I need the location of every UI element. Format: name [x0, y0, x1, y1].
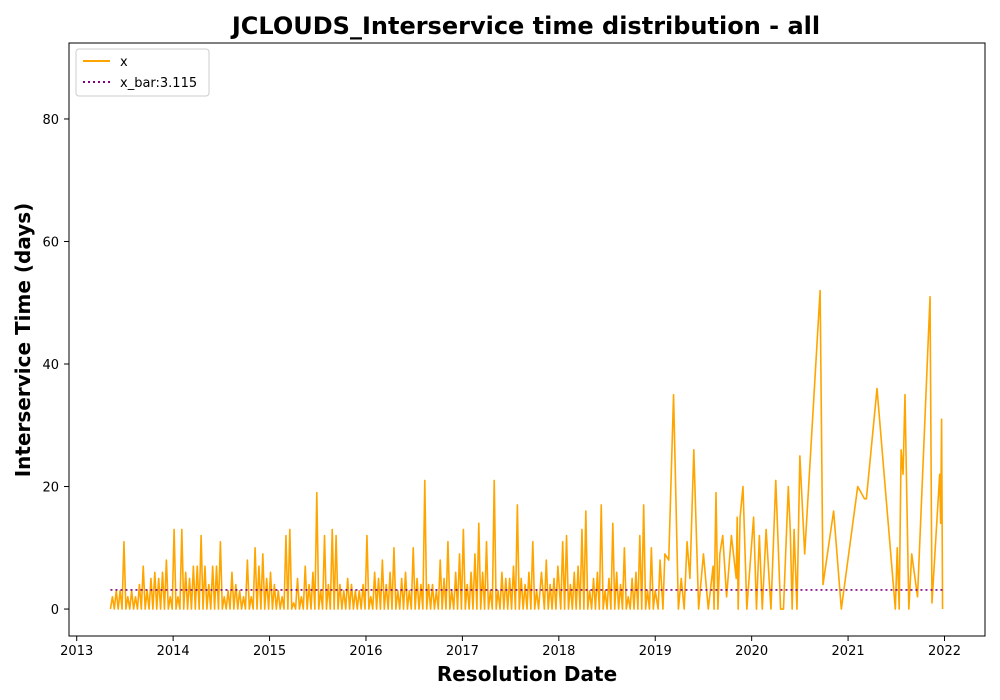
x-tick-label: 2014: [157, 644, 190, 659]
legend-label-x-bar: x_bar:3.115: [120, 76, 197, 91]
plot-area: [68, 42, 986, 637]
x-tick-label: 2016: [349, 644, 382, 659]
legend-label-x: x: [120, 55, 128, 70]
x-tick-label: 2013: [60, 644, 93, 659]
x-tick-label: 2015: [253, 644, 286, 659]
x-axis-label: Resolution Date: [437, 662, 617, 686]
plot-frame: [68, 42, 986, 637]
x-tick-label: 2018: [542, 644, 575, 659]
y-tick-label: 60: [42, 235, 59, 250]
x-tick-label: 2017: [446, 644, 479, 659]
x-tick-label: 2022: [928, 644, 961, 659]
x-tick-label: 2021: [832, 644, 865, 659]
y-axis-label: Interservice Time (days): [11, 203, 35, 478]
y-axis: 0 20 40 60 80: [42, 113, 69, 618]
x-axis: 2013 2014 2015 2016 2017 2018 2019 2020 2021 2022: [60, 636, 961, 659]
x-tick-label: 2019: [639, 644, 672, 659]
y-tick-label: 80: [42, 113, 59, 128]
y-tick-label: 0: [51, 603, 59, 618]
chart-title: JCLOUDS_Interservice time distribution -…: [230, 12, 820, 40]
legend: x x_bar:3.115: [75, 48, 210, 97]
y-tick-label: 40: [42, 358, 59, 373]
series-layer: [109, 289, 944, 610]
y-tick-label: 20: [42, 481, 59, 496]
series-line-x: [109, 289, 944, 610]
x-tick-label: 2020: [735, 644, 768, 659]
